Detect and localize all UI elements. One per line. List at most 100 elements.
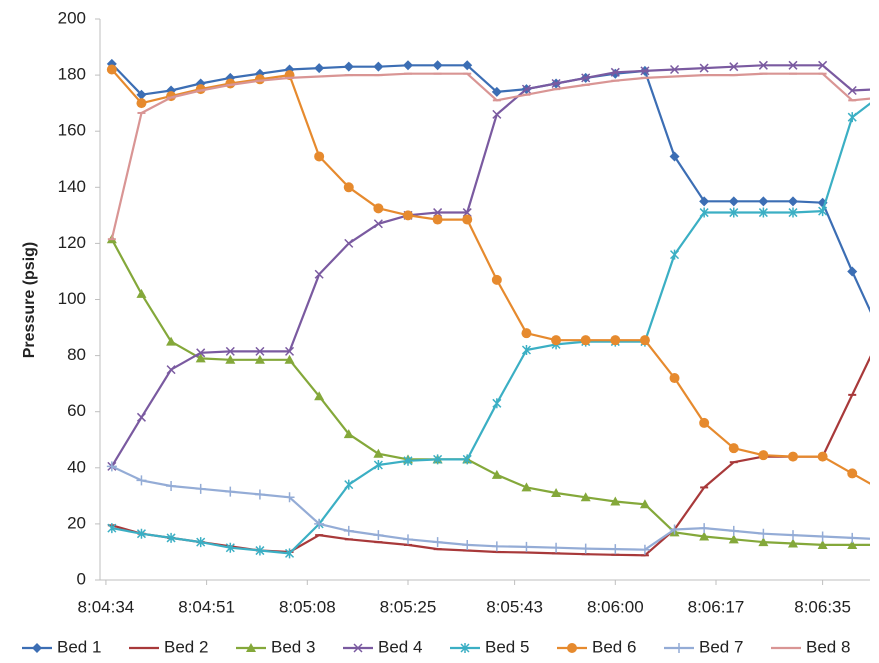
marker bbox=[728, 443, 739, 454]
legend-marker bbox=[460, 643, 470, 653]
legend-label: Bed 8 bbox=[806, 637, 850, 656]
marker bbox=[285, 346, 295, 356]
x-tick-label: 8:04:51 bbox=[178, 597, 235, 616]
marker bbox=[462, 454, 472, 465]
legend-label: Bed 2 bbox=[164, 637, 208, 656]
legend-label: Bed 7 bbox=[699, 637, 743, 656]
marker bbox=[403, 210, 413, 221]
marker bbox=[580, 492, 591, 502]
marker bbox=[225, 346, 235, 356]
marker bbox=[285, 548, 295, 559]
marker bbox=[255, 346, 265, 356]
marker bbox=[581, 73, 591, 83]
marker bbox=[373, 459, 383, 470]
marker bbox=[670, 249, 680, 260]
marker bbox=[432, 214, 443, 225]
marker bbox=[699, 531, 710, 541]
marker bbox=[492, 109, 502, 119]
marker bbox=[758, 60, 768, 70]
y-tick-label: 20 bbox=[67, 513, 86, 532]
marker bbox=[255, 545, 265, 556]
marker bbox=[107, 523, 117, 534]
marker bbox=[699, 63, 709, 73]
marker bbox=[462, 539, 473, 550]
marker bbox=[551, 488, 562, 498]
marker bbox=[314, 151, 325, 162]
marker bbox=[551, 78, 561, 89]
marker bbox=[758, 207, 768, 218]
marker bbox=[343, 61, 354, 72]
marker bbox=[788, 207, 798, 218]
marker bbox=[610, 496, 621, 506]
marker bbox=[343, 429, 354, 439]
marker bbox=[521, 328, 532, 339]
marker bbox=[462, 214, 473, 225]
marker bbox=[166, 481, 177, 492]
marker bbox=[728, 196, 739, 207]
marker bbox=[403, 60, 413, 71]
marker bbox=[314, 269, 324, 279]
legend-label: Bed 3 bbox=[271, 637, 315, 656]
marker bbox=[432, 537, 443, 548]
series-line bbox=[111, 355, 870, 557]
marker bbox=[788, 60, 798, 70]
marker bbox=[314, 63, 325, 74]
legend-marker bbox=[567, 643, 577, 653]
x-tick-label: 8:06:35 bbox=[794, 597, 851, 616]
marker bbox=[196, 537, 206, 548]
marker bbox=[225, 542, 235, 553]
marker bbox=[491, 86, 502, 97]
marker bbox=[817, 451, 828, 462]
marker bbox=[403, 534, 413, 545]
marker bbox=[136, 89, 147, 100]
marker bbox=[344, 479, 354, 490]
marker bbox=[106, 461, 117, 472]
marker bbox=[639, 335, 650, 346]
marker bbox=[106, 64, 117, 75]
marker bbox=[758, 528, 769, 539]
marker bbox=[136, 528, 146, 539]
x-tick-label: 8:05:08 bbox=[279, 597, 336, 616]
marker bbox=[818, 60, 828, 70]
marker bbox=[847, 468, 858, 479]
marker bbox=[433, 454, 443, 465]
y-tick-label: 180 bbox=[58, 65, 86, 84]
marker bbox=[284, 354, 295, 364]
marker bbox=[195, 483, 206, 494]
marker bbox=[758, 450, 769, 461]
marker bbox=[699, 523, 710, 534]
y-axis-title: Pressure (psig) bbox=[21, 242, 38, 358]
marker bbox=[669, 151, 680, 162]
marker bbox=[254, 489, 265, 500]
legend-label: Bed 4 bbox=[378, 637, 422, 656]
y-tick-label: 0 bbox=[77, 569, 86, 588]
marker bbox=[788, 451, 798, 462]
marker bbox=[640, 66, 650, 76]
x-tick-label: 8:04:34 bbox=[78, 597, 135, 616]
marker bbox=[847, 85, 857, 96]
marker bbox=[551, 542, 562, 553]
marker bbox=[610, 335, 621, 346]
y-tick-label: 160 bbox=[58, 121, 86, 140]
marker bbox=[136, 288, 147, 298]
legend-marker bbox=[674, 643, 684, 653]
marker bbox=[580, 335, 591, 346]
marker bbox=[432, 60, 443, 71]
y-tick-label: 80 bbox=[67, 345, 86, 364]
marker bbox=[818, 206, 828, 217]
legend-marker bbox=[246, 643, 256, 652]
marker bbox=[728, 525, 739, 536]
x-tick-label: 8:06:17 bbox=[688, 597, 745, 616]
marker bbox=[225, 354, 236, 364]
marker bbox=[847, 532, 858, 543]
marker bbox=[521, 344, 531, 355]
marker bbox=[284, 492, 295, 503]
marker bbox=[729, 207, 739, 218]
marker bbox=[699, 417, 710, 428]
marker bbox=[817, 531, 828, 542]
marker bbox=[491, 469, 502, 479]
marker bbox=[669, 524, 680, 535]
marker bbox=[788, 530, 798, 541]
marker bbox=[639, 544, 650, 555]
